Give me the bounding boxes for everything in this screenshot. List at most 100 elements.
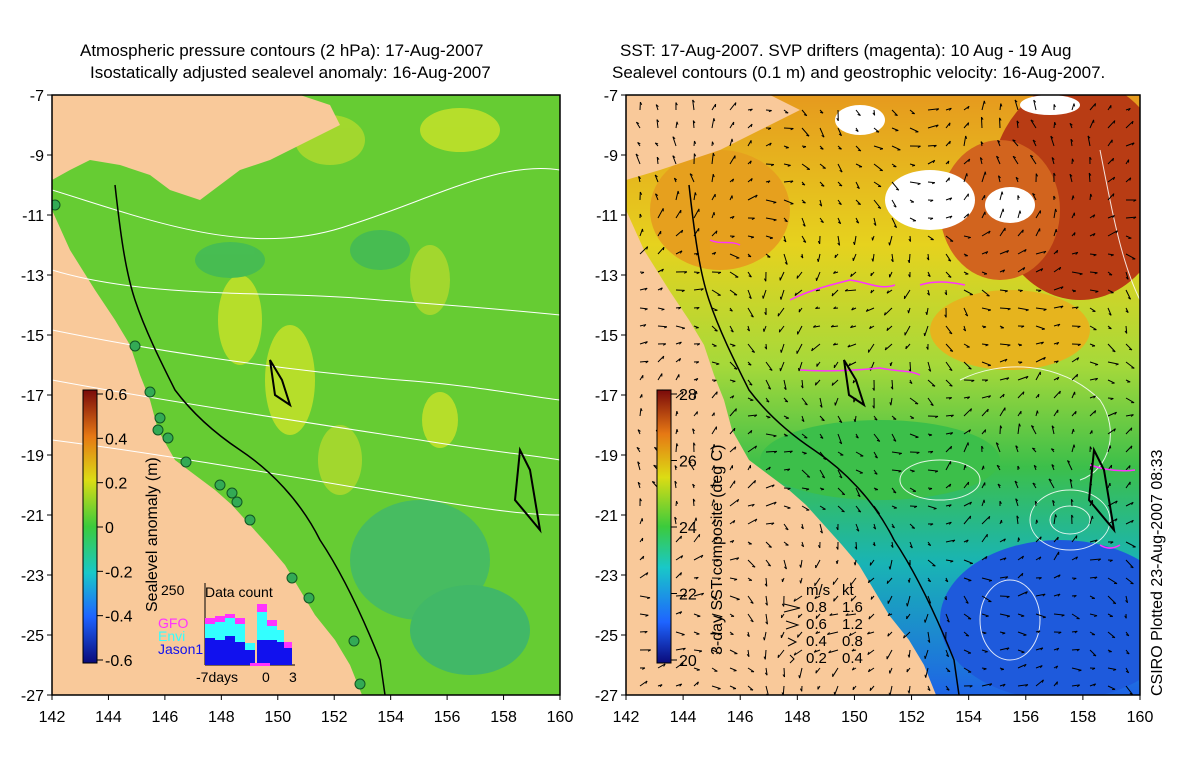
colorbar-tick-label: -0.4 [105, 609, 133, 626]
velocity-legend: m/s kt 0.8 1.60.6 1.20.4 0.80.2 0.4 [783, 582, 863, 667]
x-tick-label: 144 [95, 709, 122, 726]
x-tick-label: 160 [1127, 709, 1154, 726]
x-tick-label: 154 [955, 709, 982, 726]
altimeter-sites [52, 199, 366, 690]
colorbar-tick-label: 28 [679, 387, 697, 404]
velocity-legend-ms: 0.4 [806, 633, 827, 650]
y-tick-label: -11 [596, 208, 618, 225]
y-tick-label: -27 [21, 688, 44, 705]
colorbar-tick-label: 20 [679, 653, 697, 670]
inset-xtick-end: 3 [289, 669, 297, 685]
y-tick-label: -15 [595, 328, 618, 345]
colorbar-tick-label: -0.6 [105, 653, 133, 670]
colorbar-tick-label: 26 [679, 454, 697, 471]
x-tick-label: 142 [613, 709, 640, 726]
y-tick-label: -7 [30, 88, 44, 105]
land-new-guinea-right [626, 95, 800, 180]
colorbar-tick-label: 0.4 [105, 431, 127, 448]
coral-reef-islands-right [843, 359, 1116, 534]
inset-ymax: 250 [161, 582, 185, 598]
y-tick-label: -25 [595, 628, 618, 645]
shelf-contour-right [688, 184, 960, 695]
y-tick-label: -25 [21, 628, 44, 645]
colorbar-tick-label: -0.2 [105, 564, 133, 581]
x-tick-label: 156 [434, 709, 461, 726]
velocity-legend-kt: 0.4 [842, 650, 863, 667]
left-title-line2: Isostatically adjusted sealevel anomaly:… [90, 63, 491, 82]
x-tick-label: 144 [670, 709, 697, 726]
inset-legend-jason: Jason1 [158, 641, 203, 657]
velocity-legend-arrow [783, 603, 801, 613]
y-tick-label: -21 [21, 508, 44, 525]
x-tick-label: 154 [377, 709, 404, 726]
left-map [52, 95, 560, 695]
sla-colorbar-label: Sealevel anomaly (m) [144, 457, 161, 612]
y-tick-label: -23 [595, 568, 618, 585]
inset-xtick-zero: 0 [262, 669, 270, 685]
x-tick-label: 152 [898, 709, 925, 726]
velocity-legend-kt-header: kt [842, 582, 855, 599]
velocity-legend-kt: 1.6 [842, 599, 863, 616]
x-tick-label: 148 [208, 709, 235, 726]
x-tick-label: 146 [727, 709, 754, 726]
plot-timestamp: CSIRO Plotted 23-Aug-2007 08:33 [1149, 450, 1166, 696]
y-tick-label: -17 [21, 388, 44, 405]
right-x-axis: 142 144 146 148 150 152 154 156 158 160 [613, 695, 1154, 726]
y-tick-label: -19 [595, 448, 618, 465]
y-tick-label: -15 [21, 328, 44, 345]
y-tick-label: -9 [604, 148, 618, 165]
shelf-contour [114, 184, 386, 695]
x-tick-label: 160 [547, 709, 574, 726]
x-tick-label: 152 [321, 709, 348, 726]
velocity-legend-kt: 1.2 [842, 616, 863, 633]
y-tick-label: -9 [30, 148, 44, 165]
colorbar-tick-label: 0 [105, 520, 114, 537]
velocity-legend-ms: 0.2 [806, 650, 827, 667]
x-tick-label: 156 [1012, 709, 1039, 726]
sealevel-contours [899, 149, 1140, 661]
x-tick-label: 150 [841, 709, 868, 726]
svp-drifter-tracks [709, 239, 1136, 549]
velocity-legend-arrow [785, 620, 800, 630]
velocity-legend-ms-header: m/s [806, 582, 830, 599]
y-tick-label: -17 [595, 388, 618, 405]
sla-anomaly-patches [195, 108, 530, 675]
velocity-legend-kt: 0.8 [842, 633, 863, 650]
y-tick-label: -11 [22, 208, 44, 225]
velocity-legend-arrow [787, 637, 798, 647]
data-count-inset: 250 Data count GFO Envi Jason1 -7days 0 … [158, 582, 297, 685]
inset-title: Data count [205, 584, 273, 600]
y-tick-label: -27 [595, 688, 618, 705]
x-tick-label: 148 [784, 709, 811, 726]
land-mainland [52, 210, 362, 695]
sst-colorbar-label: 3-day SST composite (deg C) [709, 445, 726, 655]
inset-xtick-start: -7days [196, 669, 238, 685]
land-new-guinea [52, 95, 340, 200]
velocity-legend-arrow [789, 654, 795, 664]
colorbar-tick-label: 0.6 [105, 387, 127, 404]
coral-reef-islands [269, 359, 542, 534]
x-tick-label: 158 [490, 709, 517, 726]
y-tick-label: -13 [595, 268, 618, 285]
velocity-legend-ms: 0.8 [806, 599, 827, 616]
land-mainland-right [626, 210, 936, 695]
colorbar-tick-label: 0.2 [105, 476, 127, 493]
left-x-axis: 142 144 146 148 150 152 154 156 158 160 [39, 695, 574, 726]
y-tick-label: -7 [604, 88, 618, 105]
left-y-axis: -7 -9 -11 -13 -15 -17 -19 -21 -23 -25 -27 [21, 88, 52, 705]
left-title-line1: Atmospheric pressure contours (2 hPa): 1… [80, 41, 484, 60]
colorbar-tick-label: 24 [679, 520, 697, 537]
y-tick-label: -19 [21, 448, 44, 465]
y-tick-label: -23 [21, 568, 44, 585]
x-tick-label: 146 [152, 709, 179, 726]
colorbar-tick-label: 22 [679, 587, 697, 604]
right-y-axis: -7 -9 -11 -13 -15 -17 -19 -21 -23 -25 -27 [595, 88, 626, 705]
y-tick-label: -13 [21, 268, 44, 285]
right-title-line2: Sealevel contours (0.1 m) and geostrophi… [612, 63, 1106, 82]
y-tick-label: -21 [595, 508, 618, 525]
inset-legend-gfo: GFO [158, 615, 188, 631]
x-tick-label: 158 [1070, 709, 1097, 726]
inset-legend-envi: Envi [158, 628, 185, 644]
inset-bars [205, 604, 292, 666]
x-tick-label: 150 [264, 709, 291, 726]
